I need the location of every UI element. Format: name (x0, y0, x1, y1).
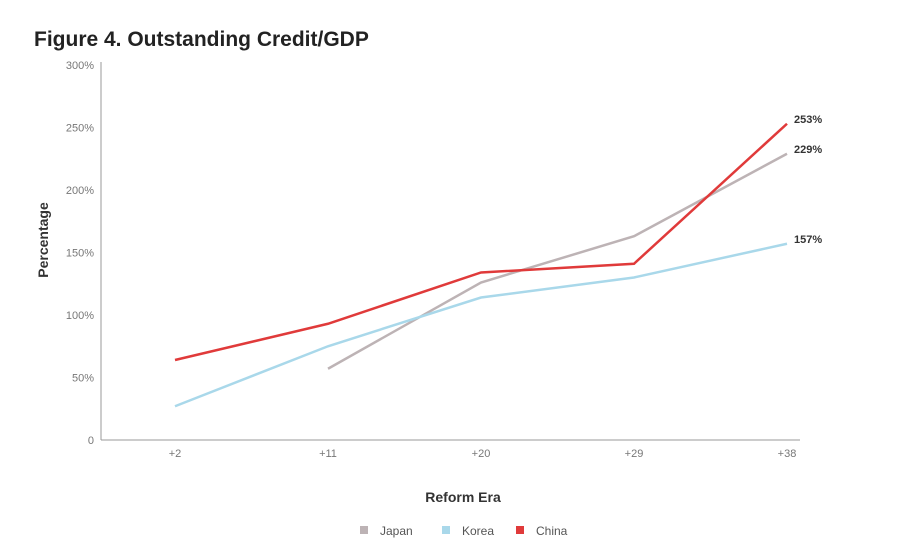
legend-swatch-japan (360, 526, 368, 534)
series-line-korea (174, 242, 788, 408)
x-tick-label: +29 (625, 448, 644, 460)
y-tick-label: 100% (66, 310, 94, 322)
series-line-china (174, 122, 788, 362)
legend-label-korea: Korea (462, 524, 494, 538)
x-axis-label: Reform Era (425, 489, 501, 505)
y-tick-label: 150% (66, 248, 94, 260)
y-tick-label: 50% (72, 373, 94, 385)
chart-title: Figure 4. Outstanding Credit/GDP (34, 28, 369, 51)
end-label-japan: 229% (794, 144, 822, 156)
legend-swatch-china (516, 526, 524, 534)
y-axis-label: Percentage (35, 202, 51, 278)
legend-swatch-korea (442, 526, 450, 534)
y-tick-label: 300% (66, 60, 94, 72)
legend-label-japan: Japan (380, 524, 413, 538)
x-tick-label: +38 (778, 448, 797, 460)
end-label-korea: 157% (794, 234, 822, 246)
x-tick-label: +20 (472, 448, 491, 460)
end-label-china: 253% (794, 114, 822, 126)
y-tick-label: 250% (66, 123, 94, 135)
y-tick-label: 0 (88, 435, 94, 447)
x-tick-label: +11 (319, 448, 337, 460)
legend-label-china: China (536, 524, 568, 538)
x-tick-label: +2 (169, 448, 182, 460)
y-tick-label: 200% (66, 185, 94, 197)
